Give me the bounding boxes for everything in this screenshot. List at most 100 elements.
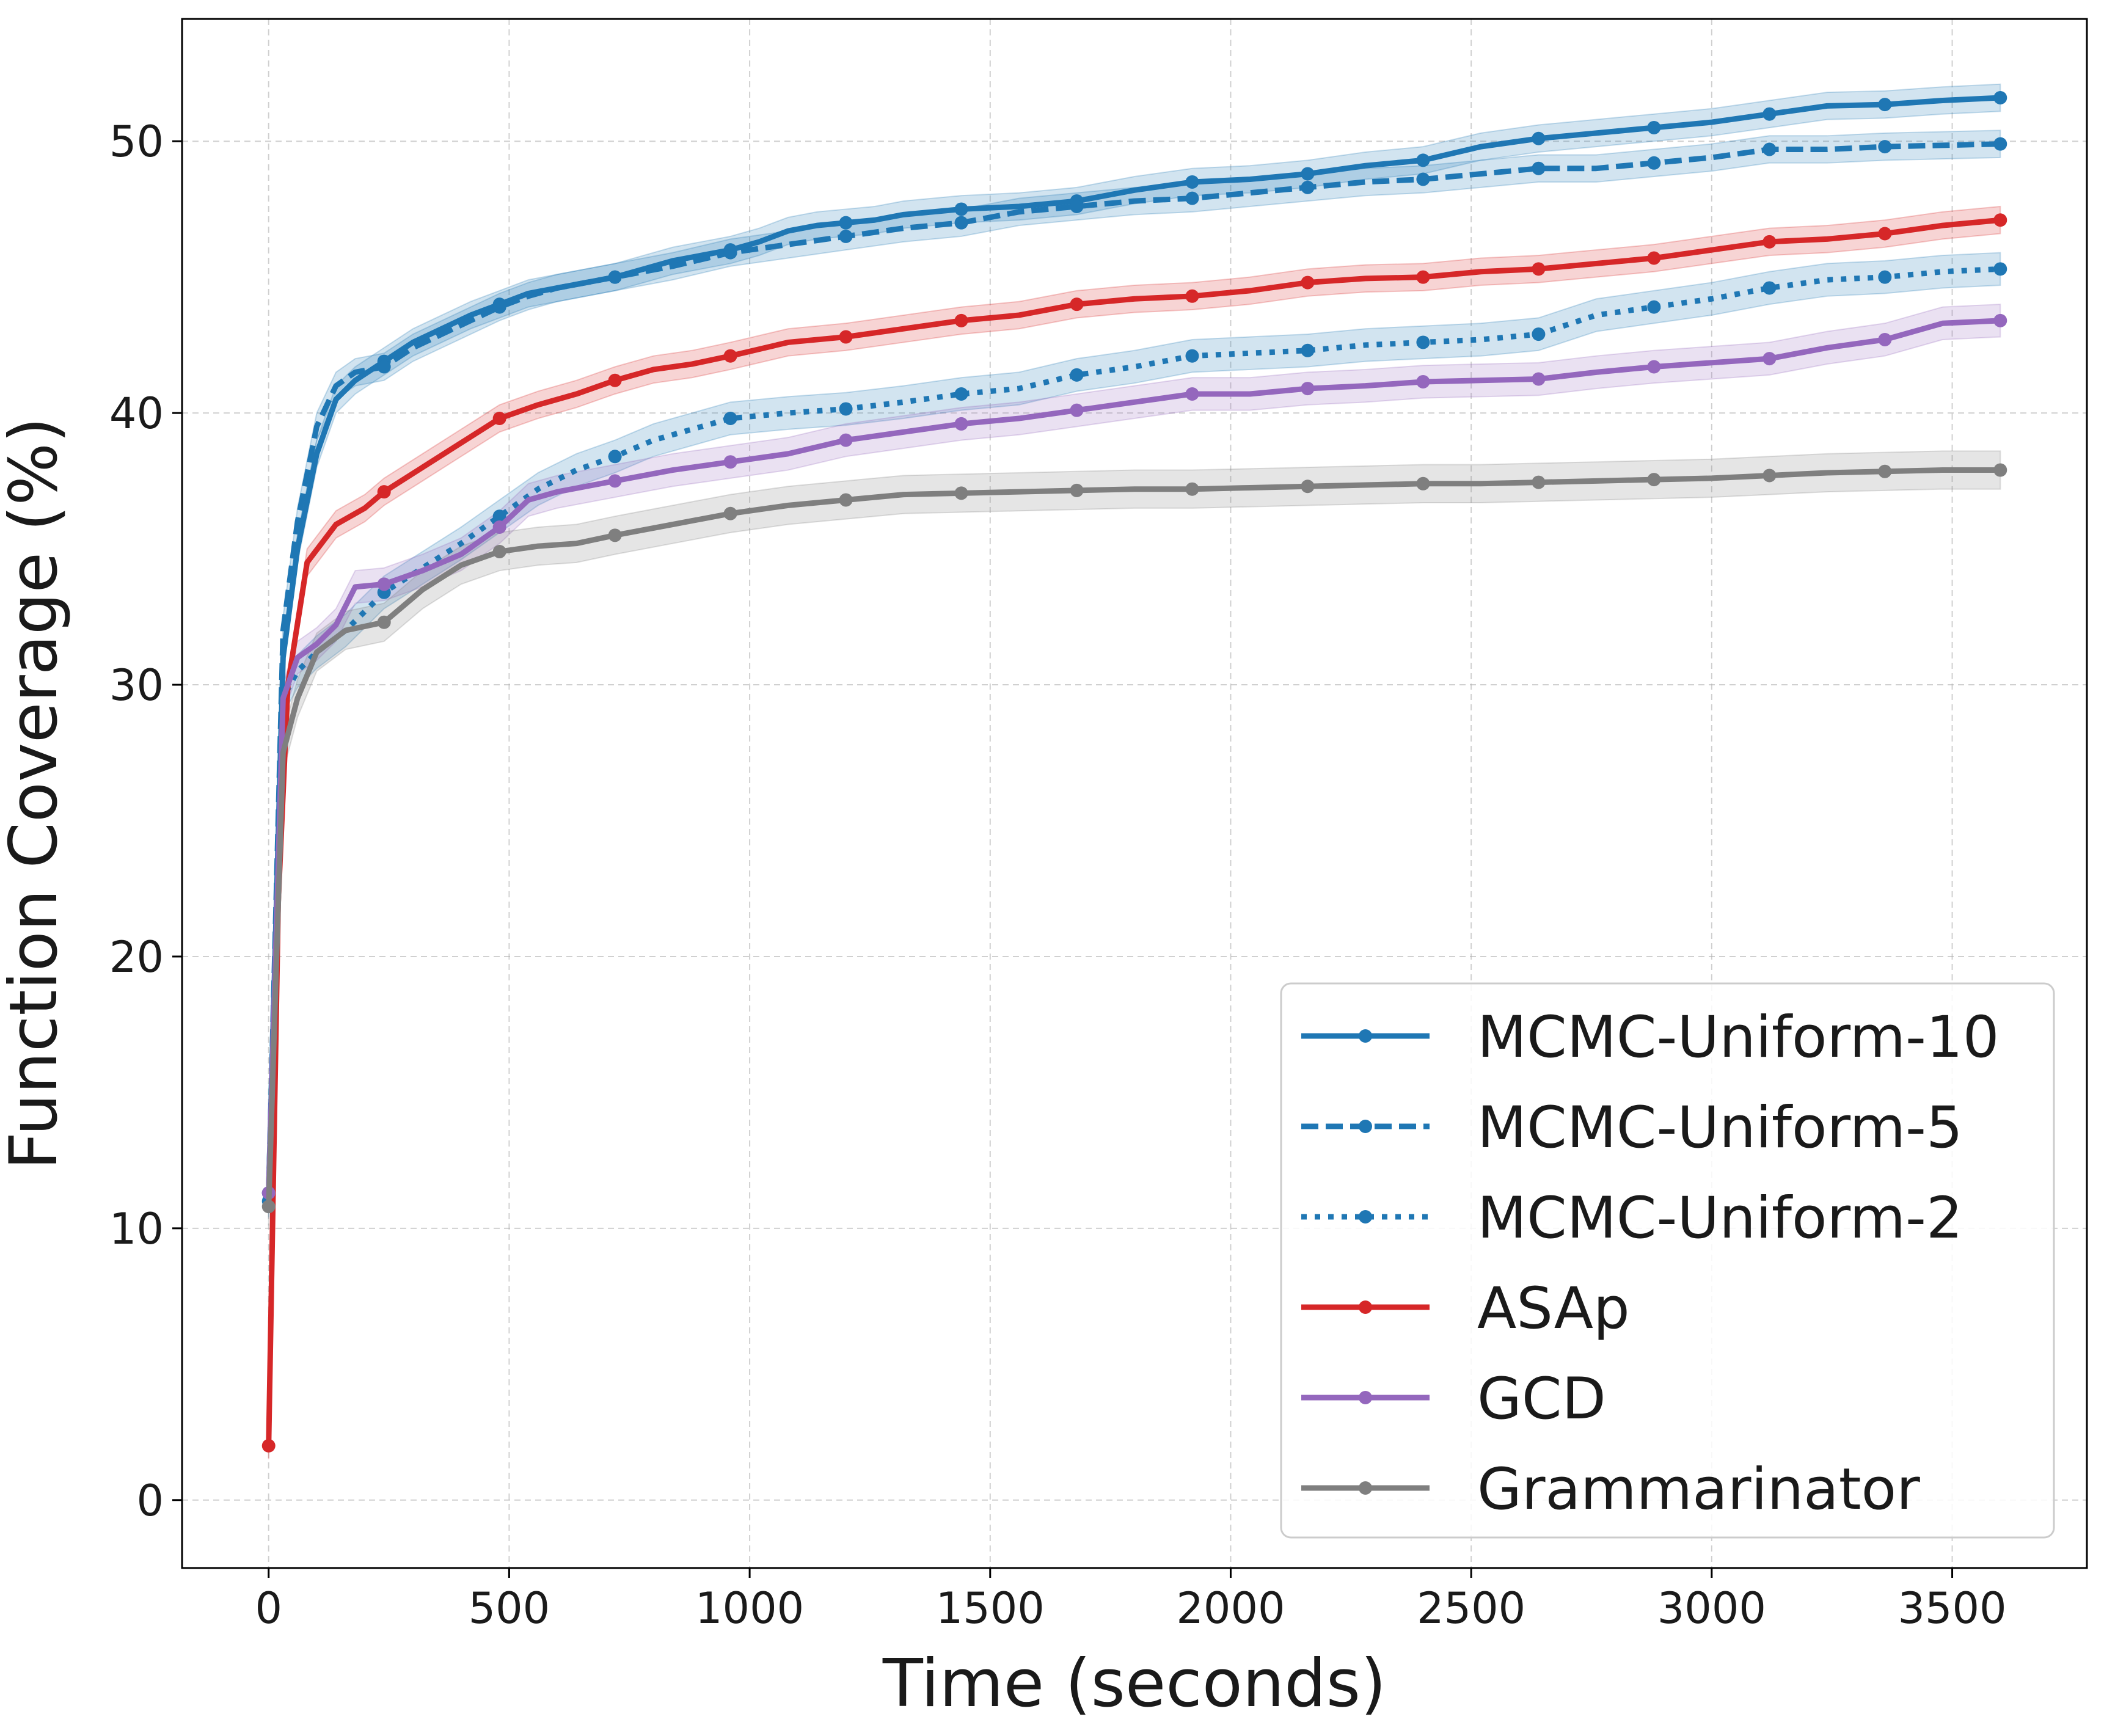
x-tick-label: 3000 <box>1657 1583 1766 1633</box>
marker-asap <box>492 412 506 426</box>
marker-mcmc-uniform-5 <box>954 216 968 230</box>
x-tick-label: 1000 <box>695 1583 804 1633</box>
marker-mcmc-uniform-2 <box>608 450 622 464</box>
marker-mcmc-uniform-10 <box>954 202 968 216</box>
marker-mcmc-uniform-2 <box>954 387 968 401</box>
marker-gcd <box>839 433 853 447</box>
marker-gcd <box>1185 387 1199 401</box>
marker-mcmc-uniform-5 <box>839 229 853 243</box>
marker-asap <box>723 349 737 363</box>
marker-asap <box>377 485 391 499</box>
series-line-grammarinator <box>266 467 2001 1207</box>
marker-mcmc-uniform-5 <box>1185 191 1199 205</box>
marker-asap <box>1878 227 1892 241</box>
marker-mcmc-uniform-2 <box>1070 368 1084 382</box>
legend: MCMC-Uniform-10 MCMC-Uniform-5 MCMC-Unifor… <box>1280 982 2055 1539</box>
marker-asap <box>954 313 968 327</box>
marker-mcmc-uniform-10 <box>1647 120 1661 134</box>
band-mcmc-uniform-10 <box>268 83 2001 1207</box>
marker-asap <box>1301 275 1315 290</box>
marker-mcmc-uniform-10 <box>1301 167 1315 181</box>
legend-label-gcd: GCD <box>1477 1366 1606 1432</box>
marker-mcmc-uniform-5 <box>1993 137 2007 151</box>
marker-mcmc-uniform-10 <box>1993 91 2007 105</box>
marker-grammarinator <box>1070 483 1084 497</box>
marker-grammarinator <box>1416 476 1430 491</box>
marker-mcmc-uniform-5 <box>1647 156 1661 170</box>
marker-grammarinator <box>1532 475 1546 489</box>
marker-mcmc-uniform-10 <box>1185 175 1199 189</box>
marker-asap <box>1647 251 1661 265</box>
marker-gcd <box>1993 313 2007 327</box>
x-tick-label: 500 <box>469 1583 550 1633</box>
legend-marker-gcd <box>1359 1391 1372 1404</box>
marker-grammarinator <box>1301 480 1315 494</box>
y-tick-label: 40 <box>109 388 164 439</box>
legend-label-grammarinator: Grammarinator <box>1477 1456 1920 1523</box>
marker-mcmc-uniform-2 <box>492 509 506 523</box>
marker-mcmc-uniform-5 <box>377 360 391 374</box>
marker-mcmc-uniform-10 <box>1878 98 1892 112</box>
marker-mcmc-uniform-2 <box>1762 281 1777 295</box>
legend-box <box>1280 982 2055 1539</box>
marker-asap <box>1070 297 1084 312</box>
marker-mcmc-uniform-2 <box>839 402 853 416</box>
marker-gcd <box>1762 352 1777 366</box>
marker-grammarinator <box>1993 463 2007 477</box>
marker-gcd <box>723 455 737 469</box>
marker-mcmc-uniform-2 <box>1532 327 1546 341</box>
series-line-mcmc-uniform-10 <box>266 95 2001 1194</box>
marker-mcmc-uniform-5 <box>1532 161 1546 175</box>
legend-marker-mcmc-uniform-5 <box>1359 1120 1372 1133</box>
marker-grammarinator <box>954 486 968 500</box>
band-grammarinator <box>268 450 2001 1226</box>
marker-grammarinator <box>261 1200 276 1214</box>
y-tick-label: 0 <box>136 1476 164 1526</box>
marker-mcmc-uniform-10 <box>839 216 853 230</box>
series-line-asap <box>266 217 2001 1446</box>
marker-mcmc-uniform-10 <box>1416 153 1430 167</box>
marker-asap <box>1185 289 1199 303</box>
x-tick-label: 0 <box>255 1583 282 1633</box>
marker-grammarinator <box>1878 464 1892 478</box>
legend-label-mcmc-uniform-10: MCMC-Uniform-10 <box>1477 1004 2000 1071</box>
marker-mcmc-uniform-5 <box>608 270 622 284</box>
marker-grammarinator <box>1185 482 1199 496</box>
y-tick-label: 30 <box>109 660 164 710</box>
legend-label-mcmc-uniform-2: MCMC-Uniform-2 <box>1477 1185 1963 1252</box>
legend-label-asap: ASAp <box>1477 1275 1630 1342</box>
band-asap <box>268 205 2001 1460</box>
band-mcmc-uniform-2 <box>268 252 2001 1218</box>
marker-grammarinator <box>608 528 622 542</box>
marker-grammarinator <box>723 506 737 520</box>
legend-marker-mcmc-uniform-2 <box>1359 1210 1372 1224</box>
marker-mcmc-uniform-5 <box>1301 180 1315 194</box>
marker-gcd <box>1647 360 1661 374</box>
x-tick-label: 1500 <box>936 1583 1045 1633</box>
marker-mcmc-uniform-5 <box>723 246 737 260</box>
marker-mcmc-uniform-2 <box>1647 300 1661 314</box>
marker-grammarinator <box>1647 473 1661 487</box>
y-axis-title: Function Coverage (%) <box>0 417 72 1170</box>
marker-grammarinator <box>1762 469 1777 483</box>
marker-gcd <box>1416 374 1430 388</box>
marker-grammarinator <box>377 615 391 629</box>
marker-mcmc-uniform-5 <box>1878 140 1892 154</box>
marker-gcd <box>954 417 968 431</box>
legend-marker-asap <box>1359 1300 1372 1314</box>
marker-mcmc-uniform-5 <box>1070 199 1084 213</box>
legend-marker-mcmc-uniform-10 <box>1359 1029 1372 1043</box>
y-tick-label: 20 <box>109 932 164 982</box>
legend-marker-grammarinator <box>1359 1481 1372 1495</box>
marker-mcmc-uniform-2 <box>1416 335 1430 349</box>
marker-mcmc-uniform-2 <box>723 412 737 426</box>
x-axis-title: Time (seconds) <box>882 1646 1386 1722</box>
marker-mcmc-uniform-2 <box>1301 343 1315 357</box>
marker-mcmc-uniform-5 <box>492 300 506 314</box>
marker-gcd <box>1070 403 1084 417</box>
x-tick-label: 2000 <box>1176 1583 1285 1633</box>
marker-gcd <box>608 474 622 488</box>
x-tick-label: 3500 <box>1898 1583 2006 1633</box>
marker-gcd <box>377 577 391 591</box>
